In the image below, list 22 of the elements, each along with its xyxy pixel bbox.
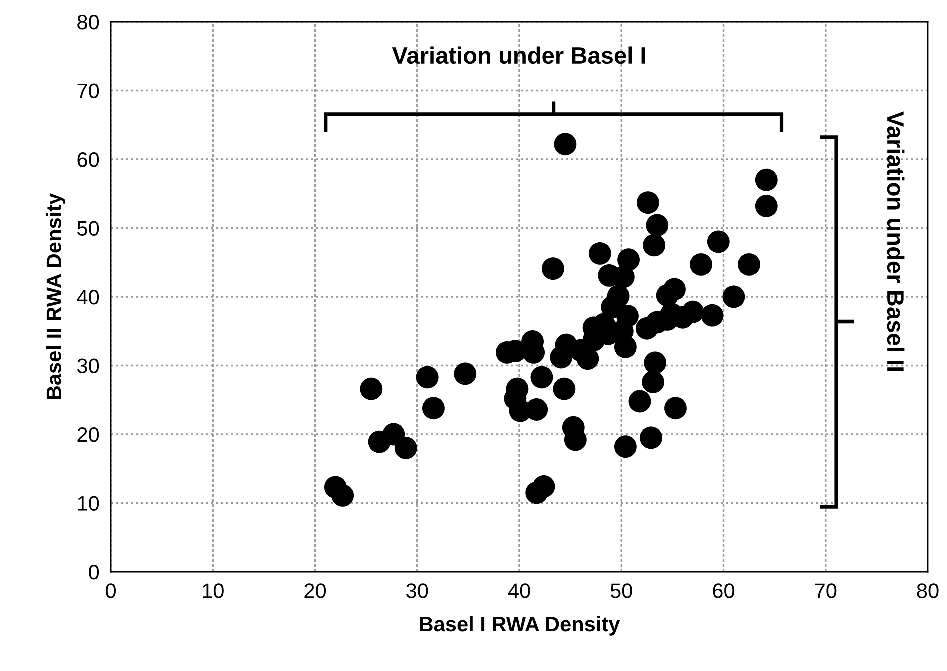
y-tick-label: 0 xyxy=(89,565,100,580)
y-tick-label: 70 xyxy=(78,84,100,99)
annotation: Variation under Basel I xyxy=(392,46,646,64)
x-tick-label: 30 xyxy=(406,584,428,598)
x-tick-label: 0 xyxy=(106,584,116,598)
x-tick-label: 60 xyxy=(713,584,735,598)
x-tick-label: 70 xyxy=(815,584,837,598)
y-tick-label: 80 xyxy=(78,15,100,30)
x-tick-label: 10 xyxy=(203,584,224,598)
y-tick-label: 50 xyxy=(78,221,100,236)
x-tick-label: 80 xyxy=(917,584,939,598)
y-tick-label: 10 xyxy=(78,496,100,512)
x-axis-title: Basel I RWA Density xyxy=(420,616,620,636)
y-tick-label: 40 xyxy=(77,290,100,305)
y-tick-label: 20 xyxy=(78,428,100,442)
annotation: Variation under Basel II xyxy=(887,112,905,371)
y-tick-label: 60 xyxy=(78,152,100,168)
x-tick-label: 40 xyxy=(508,584,530,598)
y-tick-label: 30 xyxy=(78,358,100,374)
x-tick-label: 20 xyxy=(304,584,326,598)
x-tick-label: 50 xyxy=(610,584,632,598)
y-axis-title: Basel II RWA Density xyxy=(46,193,66,400)
